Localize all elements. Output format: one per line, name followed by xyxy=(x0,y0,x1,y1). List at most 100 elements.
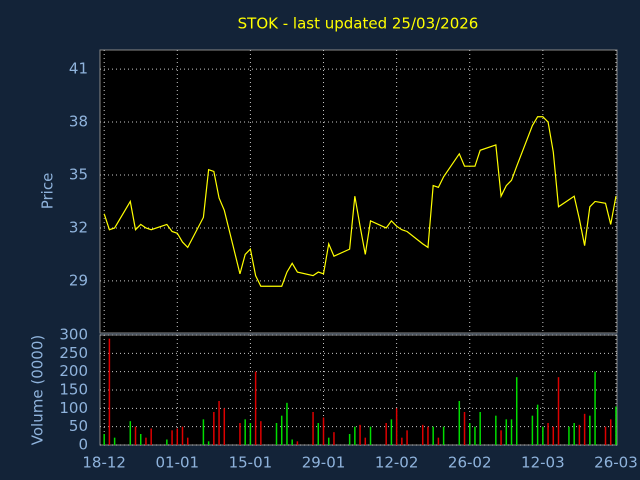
volume-bar xyxy=(542,426,544,445)
volume-bar xyxy=(202,419,205,445)
volume-bar xyxy=(395,408,398,445)
volume-bar xyxy=(442,426,445,445)
volume-bar xyxy=(348,434,351,445)
y-tick-label: 300 xyxy=(59,326,88,344)
y-axis-label: Volume (0000) xyxy=(29,335,47,445)
volume-bar xyxy=(568,426,570,445)
volume-bar xyxy=(171,430,173,445)
y-tick-label: 100 xyxy=(59,399,88,417)
x-tick-label: 12-02 xyxy=(375,454,419,472)
volume-bar xyxy=(108,338,111,445)
y-tick-label: 0 xyxy=(78,436,88,454)
y-tick-label: 32 xyxy=(69,218,88,236)
volume-bar xyxy=(468,423,471,445)
price-panel xyxy=(99,49,618,334)
x-tick-label: 15-01 xyxy=(229,454,273,472)
volume-bar xyxy=(401,437,403,445)
y-tick-label: 38 xyxy=(69,113,88,131)
x-tick-label: 01-01 xyxy=(155,454,199,472)
x-tick-label: 26-03 xyxy=(594,454,638,472)
y-tick-label: 150 xyxy=(59,381,88,399)
volume-bar xyxy=(615,406,617,445)
volume-bar xyxy=(207,441,210,445)
volume-bar xyxy=(510,419,513,445)
volume-bar xyxy=(333,432,335,445)
volume-bar xyxy=(254,371,257,445)
volume-bar xyxy=(103,434,105,445)
volume-bar xyxy=(505,419,508,445)
volume-bar xyxy=(186,437,189,445)
volume-bar xyxy=(552,426,555,445)
volume-bar xyxy=(223,408,226,445)
volume-bar xyxy=(354,426,356,445)
y-tick-label: 200 xyxy=(59,362,88,380)
volume-bar xyxy=(406,430,408,445)
volume-bar xyxy=(166,439,168,445)
volume-bar xyxy=(500,430,502,445)
volume-bar xyxy=(239,423,241,445)
y-tick-label: 29 xyxy=(69,271,88,289)
volume-bar xyxy=(437,437,440,445)
x-tick-label: 29-01 xyxy=(302,454,346,472)
volume-bar xyxy=(427,426,429,445)
volume-bar xyxy=(369,426,372,445)
volume-bar xyxy=(322,417,325,445)
volume-bar xyxy=(474,426,476,445)
volume-bar xyxy=(176,428,179,445)
volume-bar xyxy=(604,426,607,445)
chart-title: STOK - last updated 25/03/2026 xyxy=(238,15,479,33)
volume-bar xyxy=(458,401,461,445)
volume-bar xyxy=(583,413,586,445)
volume-panel xyxy=(99,334,618,446)
volume-bar xyxy=(150,428,152,445)
volume-bar xyxy=(515,377,518,445)
volume-bar xyxy=(181,426,184,445)
volume-bar xyxy=(113,437,116,445)
volume-bar xyxy=(312,412,314,445)
volume-bar xyxy=(275,423,278,445)
volume-bar xyxy=(139,434,142,445)
volume-bar xyxy=(495,415,497,445)
volume-bar xyxy=(260,421,262,445)
volume-bar xyxy=(291,439,293,445)
volume-bar xyxy=(547,423,549,445)
volume-bar xyxy=(573,423,575,445)
y-tick-label: 41 xyxy=(69,60,88,78)
x-tick-label: 18-12 xyxy=(82,454,126,472)
volume-bar xyxy=(557,377,560,445)
volume-bar xyxy=(134,426,137,445)
volume-bar xyxy=(390,419,393,445)
volume-bar xyxy=(609,419,612,445)
volume-bar xyxy=(244,419,246,445)
volume-bar xyxy=(421,424,424,445)
volume-bar xyxy=(213,412,215,445)
volume-bar xyxy=(218,401,220,445)
volume-bar xyxy=(385,423,387,445)
y-tick-label: 35 xyxy=(69,165,88,183)
y-tick-label: 250 xyxy=(59,344,88,362)
volume-bar xyxy=(536,404,539,445)
x-tick-label: 12-03 xyxy=(521,454,565,472)
y-tick-label: 50 xyxy=(69,417,88,435)
x-tick-label: 26-02 xyxy=(448,454,492,472)
volume-bar xyxy=(296,441,299,445)
volume-bar xyxy=(479,412,481,445)
volume-bar xyxy=(432,426,434,445)
volume-bar xyxy=(249,423,252,445)
volume-bar xyxy=(129,421,132,445)
volume-bar xyxy=(280,415,283,445)
volume-bar xyxy=(359,424,361,445)
volume-bar xyxy=(145,437,147,445)
volume-bar xyxy=(578,424,581,445)
volume-bar xyxy=(317,423,320,445)
volume-bar xyxy=(286,402,288,445)
volume-bar xyxy=(463,412,466,445)
volume-bar xyxy=(589,415,591,445)
y-axis-label: Price xyxy=(39,173,57,210)
price-line xyxy=(103,116,617,287)
volume-bar xyxy=(531,415,534,445)
volume-bar xyxy=(594,371,596,445)
volume-bar xyxy=(327,437,330,445)
